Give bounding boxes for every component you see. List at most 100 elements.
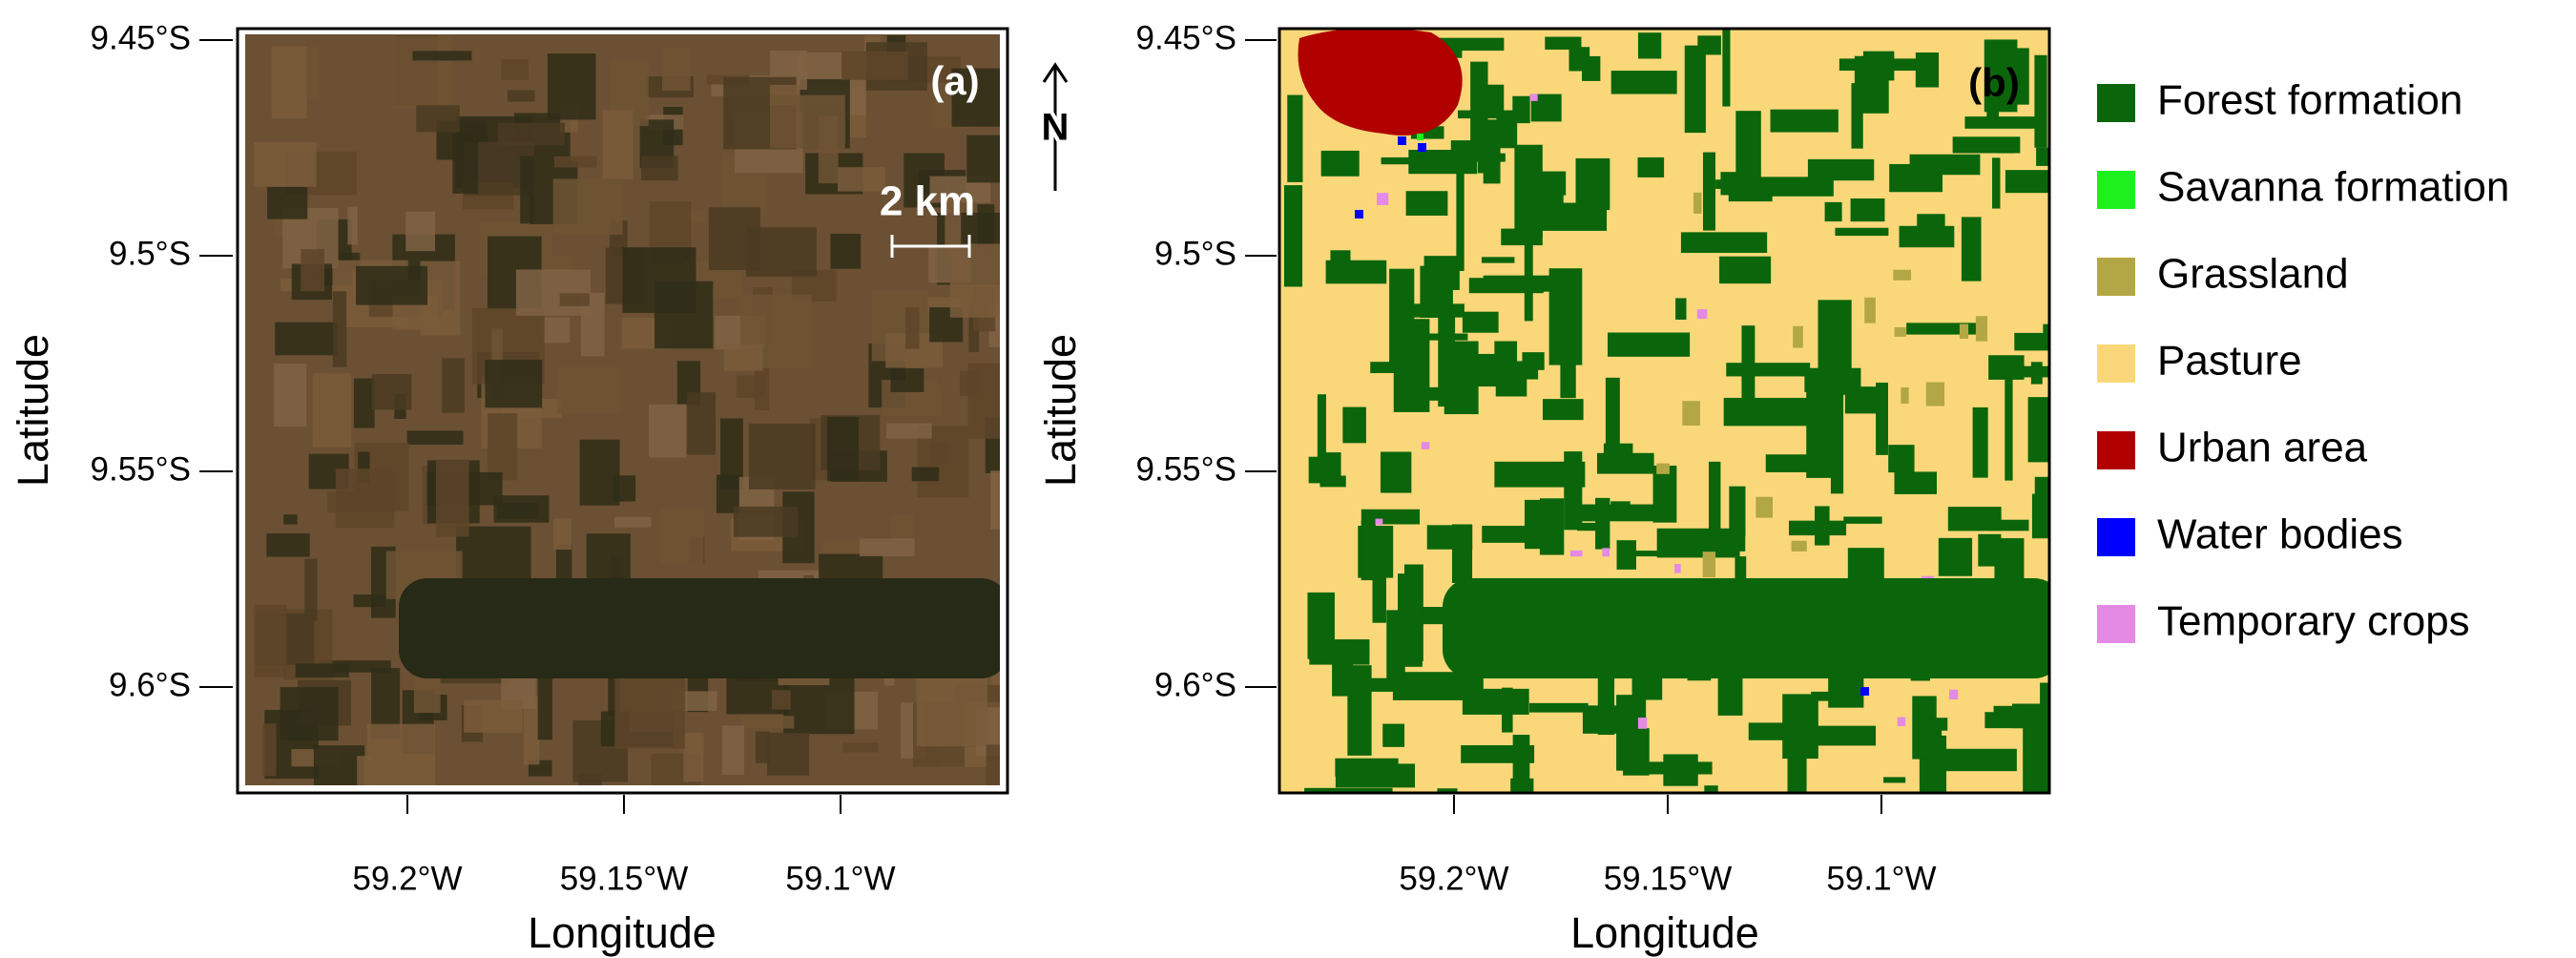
image-patch bbox=[405, 211, 435, 252]
forest-patch bbox=[1361, 520, 1376, 581]
grassland-patch bbox=[1864, 297, 1876, 323]
image-patch bbox=[485, 360, 543, 408]
image-patch bbox=[515, 269, 592, 316]
image-patch bbox=[394, 36, 452, 110]
image-patch bbox=[723, 344, 763, 371]
forest-patch bbox=[2043, 323, 2049, 337]
forest-patch bbox=[1476, 353, 1498, 387]
forest-patch bbox=[1610, 71, 1677, 94]
forest-patch bbox=[1728, 194, 1773, 202]
forest-patch bbox=[1342, 406, 1366, 444]
grassland-patch bbox=[1702, 552, 1716, 578]
image-patch bbox=[860, 538, 915, 556]
forest-patch bbox=[1510, 778, 1534, 793]
image-patch bbox=[661, 47, 691, 92]
image-patch bbox=[733, 506, 799, 537]
image-patch bbox=[464, 699, 523, 733]
forest-patch bbox=[1380, 451, 1412, 493]
grassland-patch bbox=[1791, 540, 1807, 552]
forest-patch bbox=[1704, 785, 1718, 793]
image-patch bbox=[274, 364, 307, 427]
image-border bbox=[241, 31, 1004, 790]
forest-patch bbox=[1335, 758, 1399, 777]
forest-patch bbox=[2014, 332, 2049, 351]
forest-patch bbox=[1854, 55, 1889, 114]
forest-patch bbox=[1806, 388, 1837, 478]
forest-patch bbox=[1988, 355, 2025, 380]
forest-patch bbox=[1608, 332, 1691, 357]
forest-patch bbox=[1595, 497, 1610, 550]
forest-patch bbox=[1319, 475, 1346, 488]
forest-patch bbox=[1512, 735, 1530, 782]
image-patch bbox=[488, 413, 518, 481]
image-patch bbox=[841, 51, 908, 80]
forest-patch bbox=[1993, 705, 2043, 716]
forest-patch bbox=[1635, 551, 1661, 557]
forest-patch bbox=[1807, 158, 1875, 181]
savanna-patch bbox=[1417, 134, 1423, 140]
forest-band bbox=[399, 578, 1000, 678]
image-patch bbox=[640, 156, 678, 181]
forest-patch bbox=[1684, 45, 1706, 134]
forest-patch bbox=[1420, 265, 1453, 319]
forest-patch bbox=[1437, 788, 1458, 793]
forest-patch bbox=[1961, 217, 1982, 281]
forest-band bbox=[1443, 578, 2049, 678]
image-patch bbox=[990, 470, 1000, 530]
forest-patch bbox=[1719, 256, 1772, 284]
image-patch bbox=[543, 317, 571, 344]
forest-patch bbox=[1485, 84, 1505, 116]
image-patch bbox=[748, 423, 816, 489]
land-cover-map bbox=[1279, 29, 2049, 793]
forest-patch bbox=[1582, 55, 1601, 81]
forest-patch bbox=[1438, 305, 1456, 407]
grassland-patch bbox=[1901, 386, 1909, 404]
image-patch bbox=[708, 207, 760, 271]
image-patch bbox=[520, 156, 534, 224]
legend-swatch bbox=[2097, 258, 2135, 296]
image-patch bbox=[301, 249, 324, 292]
water-patch bbox=[1418, 143, 1426, 152]
forest-patch bbox=[1386, 610, 1405, 681]
image-patch bbox=[720, 418, 743, 489]
crop-patch bbox=[1569, 550, 1583, 557]
crop-patch bbox=[1421, 442, 1430, 449]
scale-bar bbox=[890, 235, 971, 258]
grassland-patch bbox=[1975, 316, 1988, 342]
x-tick-label: 59.15°W bbox=[560, 860, 689, 897]
forest-patch bbox=[1393, 333, 1468, 341]
x-tick-label: 59.1°W bbox=[785, 860, 895, 897]
forest-patch bbox=[1370, 362, 1402, 374]
forest-patch bbox=[1524, 222, 1533, 322]
forest-patch bbox=[2030, 362, 2043, 385]
forest-patch bbox=[1675, 298, 1687, 321]
image-patch bbox=[275, 322, 338, 356]
x-tick-label: 59.1°W bbox=[1826, 860, 1936, 897]
grassland-patch bbox=[1793, 325, 1803, 348]
crop-patch bbox=[1674, 563, 1681, 573]
image-patch bbox=[890, 368, 924, 392]
forest-patch bbox=[1610, 501, 1631, 513]
legend-swatch bbox=[2097, 171, 2135, 209]
forest-patch bbox=[2031, 493, 2049, 539]
forest-patch bbox=[1998, 142, 2015, 154]
forest-patch bbox=[1830, 389, 1844, 494]
grassland-patch bbox=[1755, 496, 1774, 518]
image-patch bbox=[406, 430, 464, 445]
legend-label: Pasture bbox=[2157, 338, 2302, 385]
forest-patch bbox=[1964, 116, 2040, 129]
forest-patch bbox=[1560, 351, 1576, 399]
image-patch bbox=[280, 687, 339, 741]
image-patch bbox=[559, 293, 590, 306]
image-patch bbox=[951, 68, 1000, 127]
forest-patch bbox=[1843, 516, 1882, 524]
forest-patch bbox=[1804, 367, 1861, 392]
image-patch bbox=[553, 518, 572, 551]
forest-patch bbox=[1876, 383, 1888, 455]
forest-patch bbox=[1894, 471, 1937, 494]
image-patch bbox=[766, 732, 810, 776]
forest-patch bbox=[1909, 154, 1981, 176]
forest-patch bbox=[1726, 363, 1811, 377]
image-patch bbox=[586, 533, 631, 580]
